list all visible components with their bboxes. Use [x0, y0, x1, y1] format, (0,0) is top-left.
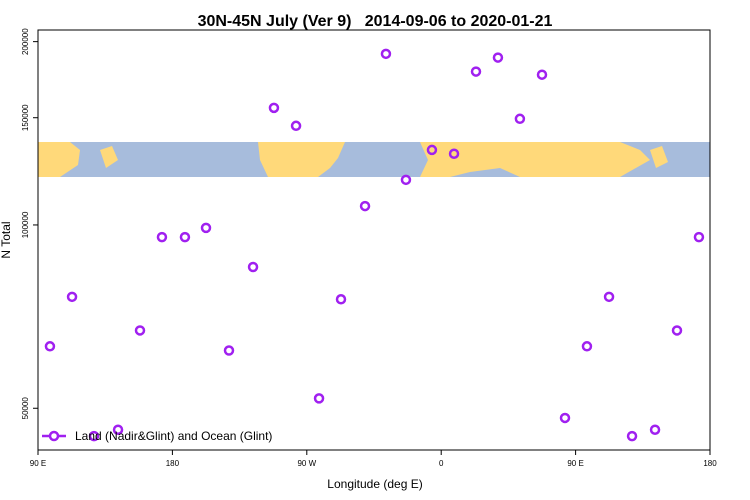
land	[100, 146, 118, 168]
point	[559, 412, 571, 424]
x-tick-label: 90 W	[297, 459, 316, 468]
point	[603, 291, 615, 303]
point	[66, 291, 78, 303]
point	[470, 66, 482, 77]
point	[268, 102, 280, 114]
legend-marker	[48, 430, 60, 442]
point	[112, 424, 124, 435]
x-tick-label: 0	[439, 459, 444, 468]
plot-frame	[37, 29, 711, 451]
point	[88, 430, 100, 442]
y-tick-label: 150000	[21, 104, 30, 131]
point	[671, 325, 683, 336]
land	[420, 142, 650, 177]
x-tick-label: 180	[166, 459, 180, 468]
point	[359, 200, 371, 212]
point	[179, 231, 191, 243]
y-tick-label: 50000	[21, 397, 30, 420]
point	[290, 120, 302, 132]
point	[380, 48, 392, 60]
point	[581, 341, 593, 352]
point	[200, 222, 212, 234]
x-axis-label: Longitude (deg E)	[327, 477, 422, 491]
land	[650, 146, 668, 168]
point	[693, 231, 705, 243]
point	[649, 424, 661, 435]
point	[44, 341, 56, 352]
land	[258, 142, 345, 177]
y-tick-label: 100000	[21, 211, 30, 238]
point	[626, 430, 638, 442]
land	[38, 142, 80, 177]
point	[492, 52, 504, 63]
point	[335, 294, 347, 305]
legend-label: Land (Nadir&Glint) and Ocean (Glint)	[75, 429, 272, 443]
map-band	[38, 142, 710, 177]
point	[536, 69, 548, 80]
x-tick-label: 180	[703, 459, 717, 468]
point	[400, 174, 412, 186]
point	[514, 113, 526, 125]
point	[313, 393, 325, 404]
y-tick-label: 200000	[21, 28, 30, 55]
y-axis-label: N Total	[0, 221, 13, 258]
x-tick-label: 90 E	[30, 459, 46, 468]
chart-title: 30N-45N July (Ver 9) 2014-09-06 to 2020-…	[198, 13, 553, 30]
point	[156, 231, 168, 243]
point	[223, 345, 235, 356]
point	[426, 144, 438, 156]
point	[448, 148, 460, 159]
point	[247, 261, 259, 273]
x-tick-label: 90 E	[567, 459, 583, 468]
point	[134, 325, 146, 336]
